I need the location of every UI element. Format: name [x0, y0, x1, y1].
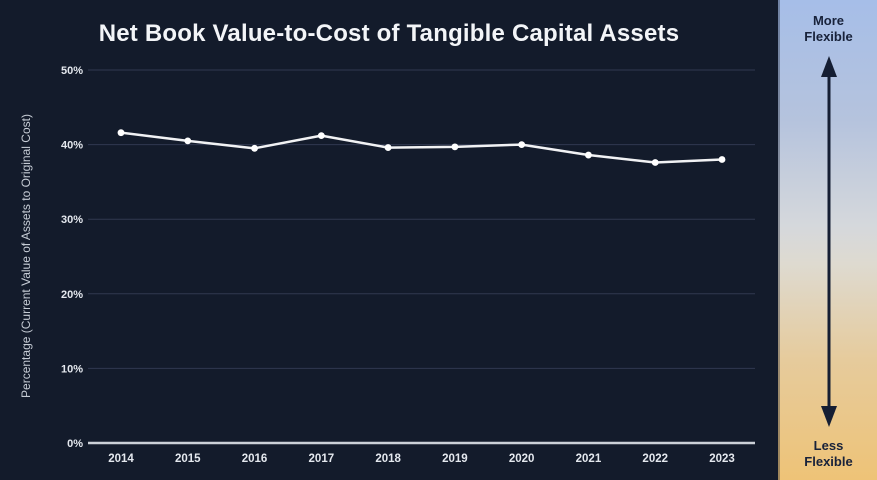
y-tick-label: 30% [61, 214, 83, 226]
chart-title: Net Book Value-to-Cost of Tangible Capit… [98, 20, 680, 47]
data-point [384, 144, 392, 151]
y-tick-label: 0% [67, 438, 83, 450]
y-tick-label: 20% [61, 289, 83, 301]
y-axis-label: Percentage (Current Value of Assets to O… [19, 114, 33, 398]
x-tick-label: 2014 [108, 453, 134, 465]
data-point [451, 143, 459, 151]
data-point [184, 137, 192, 145]
x-tick-label: 2019 [442, 453, 468, 465]
y-tick-label: 10% [61, 363, 83, 375]
x-tick-label: 2020 [509, 453, 535, 465]
data-point [251, 144, 258, 152]
y-tick-label: 40% [61, 140, 83, 152]
x-tick-label: 2015 [175, 453, 201, 465]
x-tick-label: 2022 [642, 453, 668, 465]
data-point [718, 156, 726, 163]
more-flexible-label: More Flexible [804, 13, 853, 44]
x-tick-label: 2017 [309, 453, 335, 465]
data-line [119, 131, 724, 164]
x-tick-label: 2021 [576, 453, 602, 465]
line-chart: 0% 10% 20% 30% 40% 50% 2014 2015 2016 2017 2018 201… [61, 65, 755, 465]
data-point [518, 141, 526, 149]
data-point [585, 151, 592, 159]
data-point [317, 132, 325, 140]
up-down-arrow-icon [821, 56, 837, 427]
x-tick-label: 2023 [709, 453, 735, 465]
x-tick-label: 2018 [375, 453, 401, 465]
x-tick-label: 2016 [242, 453, 268, 465]
flexibility-gauge: More Flexible Less Flexible [778, 0, 877, 480]
less-flexible-label: Less Flexible [804, 438, 853, 469]
chart-panel: 0% 10% 20% 30% 40% 50% 2014 2015 2016 2017 2018 201… [19, 20, 755, 465]
data-point [117, 129, 125, 137]
y-tick-label: 50% [61, 65, 83, 77]
data-point [651, 159, 659, 166]
